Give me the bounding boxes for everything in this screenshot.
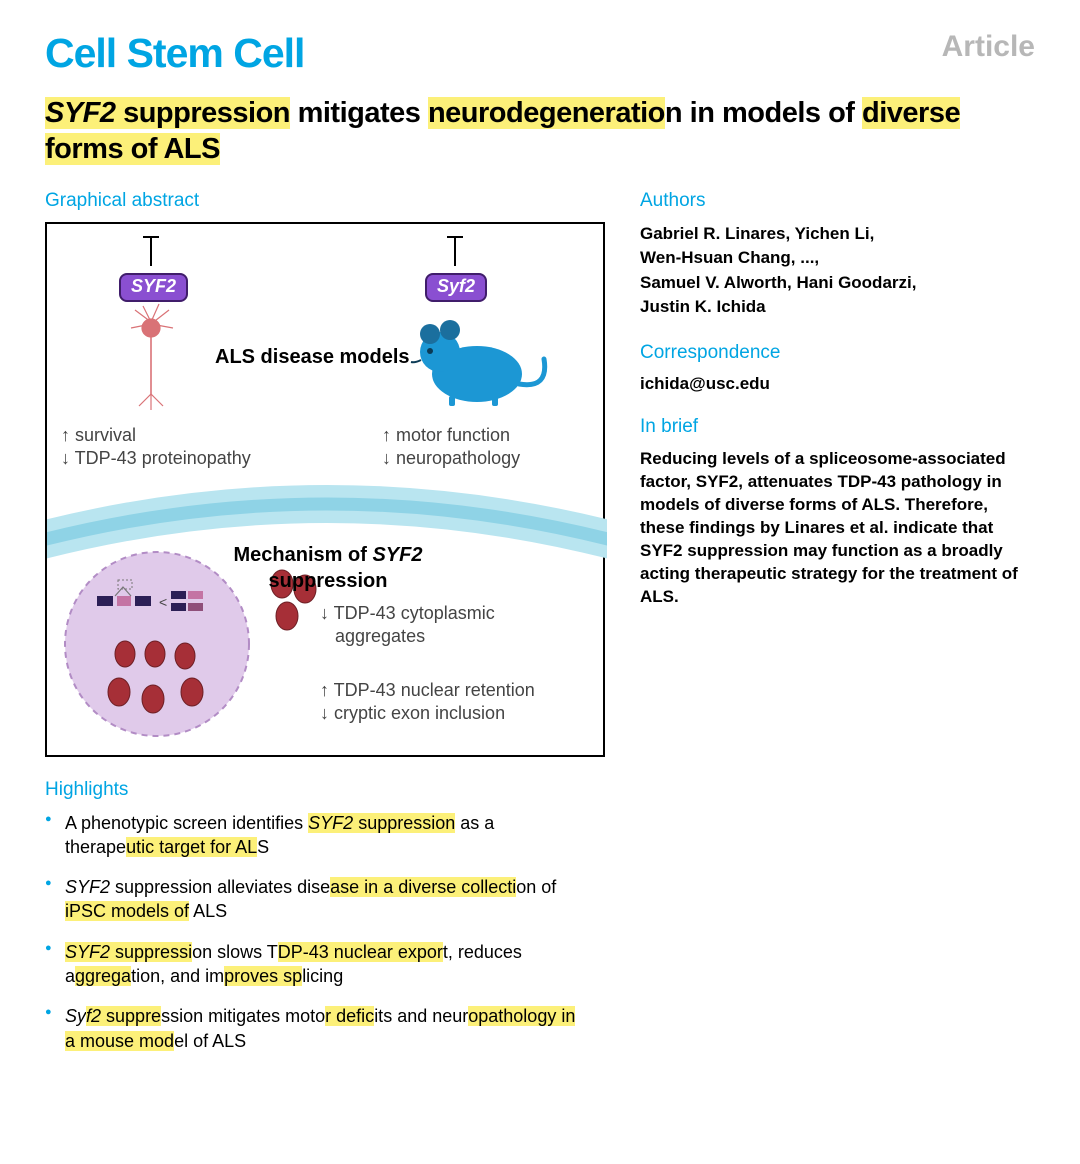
hl-text: ggrega [75,966,131,986]
hl-text: S [257,837,269,857]
ga-mech-2: SYF2 [372,544,422,566]
hl-text: proves sp [224,966,302,986]
correspondence-block: Correspondence ichida@usc.edu [640,342,1035,394]
ga-right-effects: ↑ motor function ↓ neuropathology [382,424,520,471]
hl-text: on slows T [192,942,278,962]
article-title: SYF2 suppression mitigates neurodegenera… [45,95,1035,168]
hl-text: A phenotypic screen identifies [65,813,308,833]
highlight-item: A phenotypic screen identifies SYF2 supp… [45,811,585,860]
title-seg-4: neurodegeneratio [428,97,665,129]
left-column: Graphical abstract SYF2 Syf2 [45,190,605,1069]
highlight-item: SYF2 suppression slows TDP-43 nuclear ex… [45,940,585,989]
graphical-abstract: SYF2 Syf2 [45,222,605,757]
hl-text: suppre [101,1006,161,1026]
hl-text: licing [302,966,343,986]
ga-nuclear: ↑ TDP-43 nuclear retention ↓ cryptic exo… [320,679,535,726]
hl-text: ssion mitigates moto [161,1006,325,1026]
inbrief-label: In brief [640,416,1035,438]
hl-text: on of [516,877,556,897]
authors-label: Authors [640,190,1035,212]
title-seg-3: mitigates [290,97,428,129]
hl-text: ase in a diverse collecti [330,877,516,897]
hl-text: Sy [65,1006,86,1026]
hl-text: f2 [86,1006,101,1026]
title-seg-5: n in models of [665,97,862,129]
ga-mechanism-label: Mechanism of SYF2 suppression [223,542,433,594]
hl-text: utic target for AL [126,837,257,857]
ga-mech-3: suppression [269,570,388,592]
hl-text: suppression alleviates dise [110,877,330,897]
correspondence-email[interactable]: ichida@usc.edu [640,374,1035,394]
hl-text: suppressi [110,942,192,962]
highlights-label: Highlights [45,779,605,801]
header-row: Cell Stem Cell Article [45,30,1035,77]
graphical-abstract-label: Graphical abstract [45,190,605,212]
ga-cytoplasmic: ↓ TDP-43 cytoplasmic aggregates [320,602,495,649]
ga-models-label: ALS disease models [215,344,410,370]
ga-mech-1: Mechanism of [234,544,367,566]
journal-name: Cell Stem Cell [45,30,304,77]
two-column-layout: Graphical abstract SYF2 Syf2 [45,190,1035,1069]
hl-text: SYF2 [65,942,110,962]
hl-text: r defic [325,1006,374,1026]
highlights-section: Highlights A phenotypic screen identifie… [45,779,605,1053]
hl-text: iPSC models of [65,901,189,921]
correspondence-label: Correspondence [640,342,1035,364]
highlight-item: Syf2 suppression mitigates motor deficit… [45,1004,585,1053]
ga-left-effects: ↑ survival ↓ TDP-43 proteinopathy [61,424,251,471]
hl-text: tion, and im [131,966,224,986]
hl-text: its and neur [374,1006,468,1026]
hl-text: DP-43 nuclear expor [278,942,443,962]
hl-text: el of ALS [174,1031,246,1051]
hl-text: SYF2 [308,813,353,833]
right-column: Authors Gabriel R. Linares, Yichen Li, W… [640,190,1035,1069]
title-seg-2: suppression [116,97,291,129]
highlight-item: SYF2 suppression alleviates disease in a… [45,875,585,924]
authors-text: Gabriel R. Linares, Yichen Li, Wen-Hsuan… [640,222,1035,321]
hl-text: ALS [189,901,227,921]
svg-text:<: < [159,594,167,610]
hl-text: suppression [353,813,455,833]
inbrief-block: In brief Reducing levels of a spliceosom… [640,416,1035,609]
authors-block: Authors Gabriel R. Linares, Yichen Li, W… [640,190,1035,321]
hl-text: SYF2 [65,877,110,897]
highlights-list: A phenotypic screen identifies SYF2 supp… [45,811,605,1053]
article-type-label: Article [942,30,1035,64]
inbrief-text: Reducing levels of a spliceosome-associa… [640,448,1035,609]
title-seg-1: SYF2 [45,97,116,129]
